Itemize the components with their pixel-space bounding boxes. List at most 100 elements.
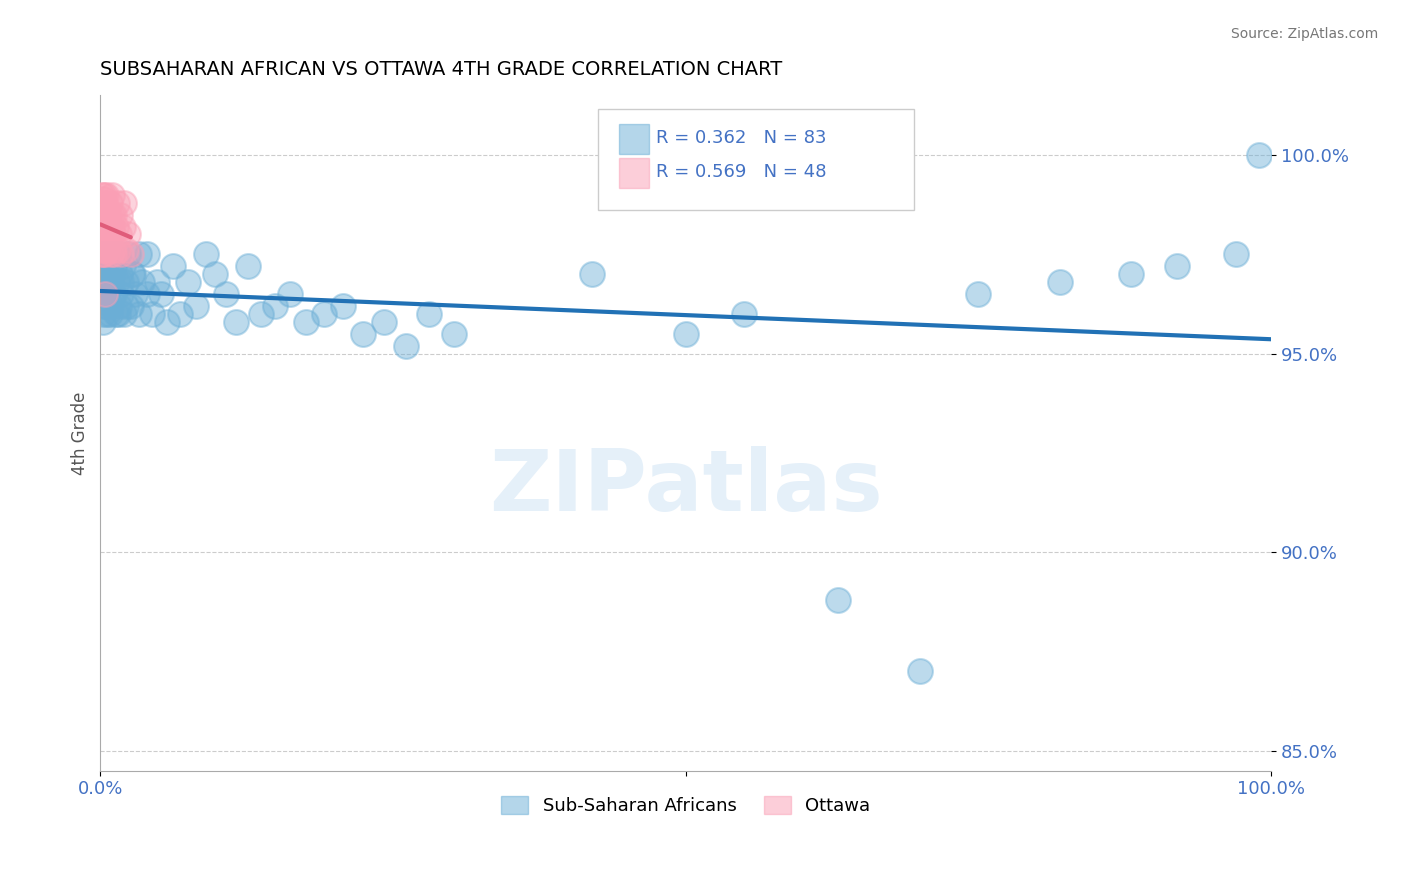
Point: [93, 247, 115, 261]
Point: [93, 200, 115, 214]
Point: [156, 315, 179, 329]
Point: [91, 215, 114, 229]
Point: [93, 187, 115, 202]
Point: [96, 208, 118, 222]
Point: [98, 307, 121, 321]
Point: [194, 247, 217, 261]
Point: [395, 339, 418, 353]
Point: [93, 227, 115, 242]
Point: [90, 219, 112, 234]
Point: [101, 208, 124, 222]
Point: [96, 219, 118, 234]
Point: [94, 299, 117, 313]
Point: [169, 307, 191, 321]
Point: [90, 187, 112, 202]
Point: [101, 219, 124, 234]
Point: [112, 307, 135, 321]
Point: [122, 267, 145, 281]
Point: [111, 259, 134, 273]
Point: [93, 244, 115, 258]
Point: [263, 299, 285, 313]
Point: [214, 287, 236, 301]
Point: [145, 275, 167, 289]
Point: [90, 283, 112, 297]
Point: [94, 195, 117, 210]
Point: [115, 244, 138, 258]
Point: [101, 187, 124, 202]
Point: [1049, 275, 1071, 289]
Point: [236, 259, 259, 273]
Point: [117, 227, 139, 242]
Point: [94, 299, 117, 313]
Point: [93, 208, 115, 222]
Point: [249, 307, 271, 321]
Point: [91, 315, 114, 329]
Point: [100, 247, 122, 261]
Point: [1166, 259, 1188, 273]
Point: [90, 247, 112, 261]
Point: [225, 315, 247, 329]
Point: [90, 195, 112, 210]
Point: [112, 195, 135, 210]
Point: [103, 287, 125, 301]
Point: [91, 192, 114, 206]
Point: [1119, 267, 1142, 281]
Point: [418, 307, 440, 321]
Point: [312, 307, 335, 321]
Point: [131, 275, 153, 289]
Point: [1225, 247, 1247, 261]
Point: [128, 307, 150, 321]
Point: [150, 287, 173, 301]
Point: [827, 593, 849, 607]
Point: [96, 187, 118, 202]
Point: [110, 247, 132, 261]
Point: [278, 287, 301, 301]
Point: [136, 247, 159, 261]
Point: [121, 267, 143, 281]
Point: [97, 235, 120, 250]
Point: [101, 267, 124, 281]
Point: [136, 287, 159, 301]
FancyBboxPatch shape: [619, 158, 650, 188]
Point: [104, 219, 127, 234]
Point: [96, 287, 118, 301]
Text: Source: ZipAtlas.com: Source: ZipAtlas.com: [1230, 27, 1378, 41]
Point: [90, 227, 112, 242]
Point: [100, 299, 122, 313]
Point: [98, 227, 121, 242]
Point: [120, 247, 142, 261]
Point: [103, 208, 125, 222]
Point: [128, 247, 150, 261]
Text: R = 0.362   N = 83: R = 0.362 N = 83: [657, 129, 827, 147]
Point: [115, 275, 138, 289]
Point: [443, 326, 465, 341]
Point: [93, 259, 115, 273]
Point: [98, 247, 121, 261]
Text: ZIPatlas: ZIPatlas: [489, 446, 883, 529]
Point: [94, 247, 117, 261]
Point: [108, 299, 131, 313]
Point: [675, 326, 697, 341]
Point: [96, 267, 118, 281]
Point: [110, 287, 132, 301]
Point: [96, 287, 118, 301]
Point: [100, 275, 122, 289]
Y-axis label: 4th Grade: 4th Grade: [72, 392, 89, 475]
Point: [332, 299, 354, 313]
FancyBboxPatch shape: [598, 109, 914, 211]
Point: [103, 247, 125, 261]
Point: [96, 227, 118, 242]
Point: [373, 315, 395, 329]
Point: [1249, 148, 1271, 162]
Point: [90, 208, 112, 222]
Point: [91, 247, 114, 261]
Point: [105, 195, 128, 210]
Point: [177, 275, 200, 289]
Point: [91, 215, 114, 229]
Point: [117, 247, 139, 261]
Point: [110, 275, 132, 289]
Point: [115, 299, 138, 313]
Point: [94, 267, 117, 281]
Point: [103, 244, 125, 258]
Point: [204, 267, 226, 281]
